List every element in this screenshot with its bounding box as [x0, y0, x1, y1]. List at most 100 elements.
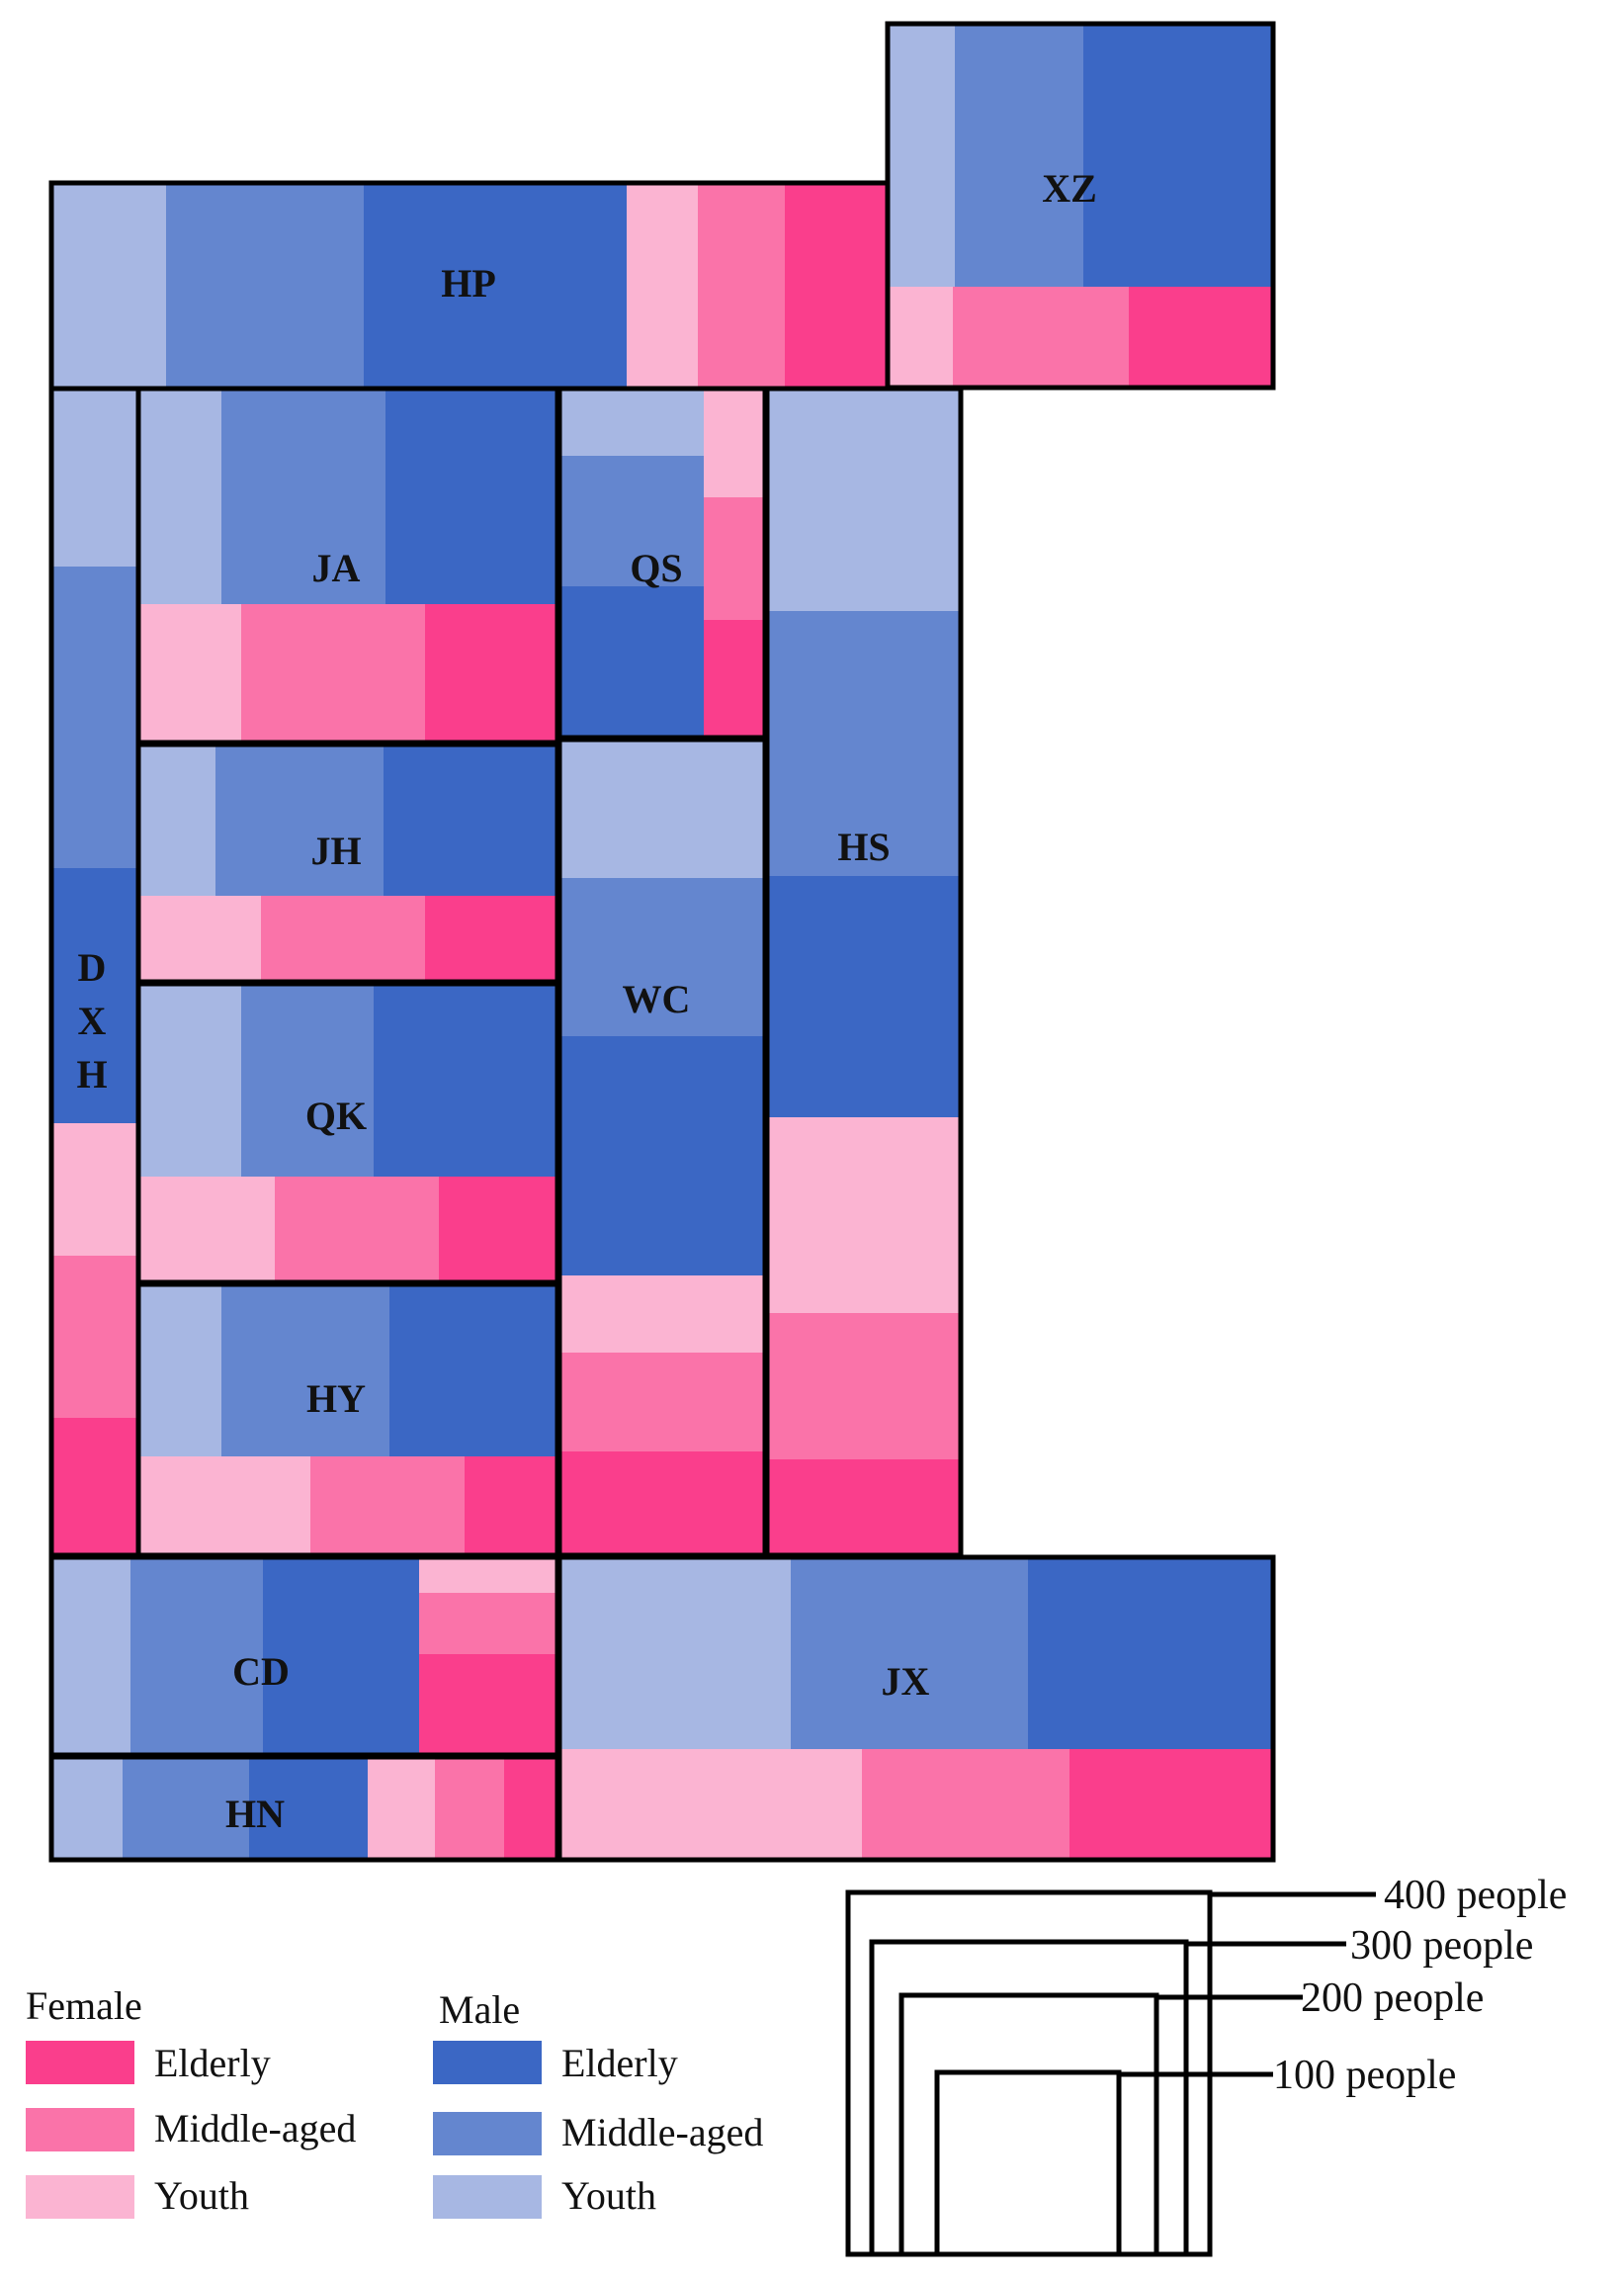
- region-wc-female-elderly-cell: [559, 1451, 765, 1555]
- legend-female-title: Female: [26, 1983, 142, 2028]
- region-hs-label: HS: [837, 825, 890, 869]
- region-hp-male-elderly-cell: [364, 183, 627, 389]
- legend-male-elderly-label: Elderly: [561, 2041, 678, 2085]
- region-hn-male-middle-cell: [123, 1757, 249, 1860]
- region-dxh-female-middle-cell: [51, 1256, 138, 1418]
- region-hs-male-elderly-cell: [767, 876, 961, 1117]
- region-hp-female-elderly-cell: [785, 183, 888, 389]
- region-jh-male-elderly-cell: [384, 745, 557, 896]
- region-hy-female-youth-cell: [138, 1456, 310, 1555]
- region-qs-label: QS: [630, 546, 682, 590]
- legend-male-middle-label: Middle-aged: [561, 2110, 763, 2154]
- region-hn-male-elderly-cell: [249, 1757, 368, 1860]
- region-cd-female-elderly-cell: [419, 1654, 557, 1755]
- region-wc-label: WC: [623, 977, 691, 1021]
- region-xz-label: XZ: [1042, 166, 1097, 211]
- region-qs-female-elderly-cell: [704, 620, 765, 738]
- region-hy-female-elderly-cell: [465, 1456, 557, 1555]
- scale-label-100: 100 people: [1273, 2053, 1456, 2098]
- region-dxh-male-middle-cell: [51, 567, 138, 868]
- region-ja-label: JA: [312, 546, 361, 590]
- region-jx-female-youth-cell: [559, 1749, 862, 1860]
- legend-female-youth-label: Youth: [154, 2173, 249, 2218]
- region-ja-female-youth-cell: [138, 604, 241, 743]
- region-xz-female-youth-cell: [888, 287, 953, 388]
- size-scale: 400 people 300 people 200 people 100 peo…: [845, 1873, 1567, 2257]
- region-ja-female-elderly-cell: [425, 604, 557, 743]
- legend-female-elderly-swatch: [26, 2041, 134, 2084]
- region-qs-male-youth-cell: [559, 389, 704, 456]
- region-cd-female-youth-cell: [419, 1557, 557, 1593]
- scale-label-300: 300 people: [1350, 1923, 1533, 1969]
- region-jx-female-elderly-cell: [1069, 1749, 1273, 1860]
- legend-female-middle-swatch: [26, 2108, 134, 2151]
- region-hn-female-elderly-cell: [504, 1757, 557, 1860]
- region-hs-female-middle-cell: [767, 1313, 961, 1459]
- region-wc-female-youth-cell: [559, 1275, 765, 1353]
- region-cells: [51, 24, 1273, 1860]
- region-qs-female-youth-cell: [704, 389, 765, 497]
- legend-male-middle-swatch: [433, 2112, 542, 2155]
- region-hn-frame: [48, 1754, 560, 1863]
- region-hn-female-middle-cell: [435, 1757, 504, 1860]
- legend-male-title: Male: [439, 1987, 520, 2032]
- region-qs-female-middle-cell: [704, 497, 765, 620]
- region-hp-male-middle-cell: [166, 183, 364, 389]
- region-jh-female-elderly-cell: [425, 896, 557, 982]
- region-hs-female-youth-cell: [767, 1117, 961, 1313]
- region-hn-female-youth-cell: [368, 1757, 435, 1860]
- legend-male-youth-swatch: [433, 2175, 542, 2219]
- region-jh-female-middle-cell: [261, 896, 425, 982]
- region-frames: [48, 21, 1276, 1863]
- region-jh-male-youth-cell: [138, 745, 215, 896]
- region-wc-male-elderly-cell: [559, 1036, 765, 1275]
- region-dxh-female-elderly-cell: [51, 1418, 138, 1555]
- region-jx-male-middle-cell: [791, 1557, 1028, 1749]
- region-cd-female-middle-cell: [419, 1593, 557, 1654]
- region-jx-female-middle-cell: [862, 1749, 1069, 1860]
- legend: Female Male Elderly Middle-aged Youth El…: [26, 1983, 763, 2219]
- region-cd-male-elderly-cell: [263, 1557, 419, 1755]
- region-labels: HP XZ D X H JA QS HS JH WC QK HY CD JX HN: [76, 166, 1096, 1836]
- region-hp-female-youth-cell: [627, 183, 698, 389]
- region-hs-male-youth-cell: [767, 389, 961, 611]
- region-qk-male-youth-cell: [138, 984, 241, 1177]
- region-hy-male-middle-cell: [221, 1284, 389, 1456]
- region-xz-male-elderly-cell: [1083, 24, 1273, 287]
- region-jh-male-middle-cell: [215, 745, 384, 896]
- region-qk-female-elderly-cell: [439, 1177, 557, 1282]
- region-qk-male-elderly-cell: [374, 984, 557, 1177]
- region-cd-label: CD: [232, 1649, 290, 1694]
- region-xz-female-elderly-cell: [1129, 287, 1273, 388]
- region-hs-female-elderly-cell: [767, 1459, 961, 1555]
- region-jx-male-elderly-cell: [1028, 1557, 1273, 1749]
- region-jh-female-youth-cell: [138, 896, 261, 982]
- region-hy-female-middle-cell: [310, 1456, 465, 1555]
- region-ja-male-middle-cell: [221, 389, 385, 604]
- region-hn-male-youth-cell: [51, 1757, 123, 1860]
- region-hp-label: HP: [441, 261, 496, 306]
- region-dxh-male-elderly-cell: [51, 868, 138, 1123]
- region-xz-male-middle-cell: [955, 24, 1083, 287]
- region-cd-male-youth-cell: [51, 1557, 130, 1755]
- region-qs-male-middle-cell: [559, 456, 704, 586]
- region-ja-male-elderly-cell: [385, 389, 557, 604]
- region-xz-female-middle-cell: [953, 287, 1129, 388]
- region-dxh-male-youth-cell: [51, 389, 138, 567]
- region-hn-label: HN: [225, 1792, 285, 1836]
- region-hy-label: HY: [306, 1376, 366, 1421]
- region-jh-label: JH: [310, 829, 361, 873]
- region-ja-female-middle-cell: [241, 604, 425, 743]
- region-jx-label: JX: [882, 1659, 930, 1704]
- region-hs-male-middle-cell: [767, 611, 961, 876]
- region-hp-female-middle-cell: [698, 183, 785, 389]
- region-jx-frame: [556, 1554, 1276, 1863]
- region-qk-female-middle-cell: [275, 1177, 439, 1282]
- region-qk-female-youth-cell: [138, 1177, 275, 1282]
- scale-square-300: [869, 1939, 1189, 2257]
- legend-female-youth-swatch: [26, 2175, 134, 2219]
- region-qk-label: QK: [305, 1094, 367, 1138]
- scale-square-100: [934, 2069, 1122, 2257]
